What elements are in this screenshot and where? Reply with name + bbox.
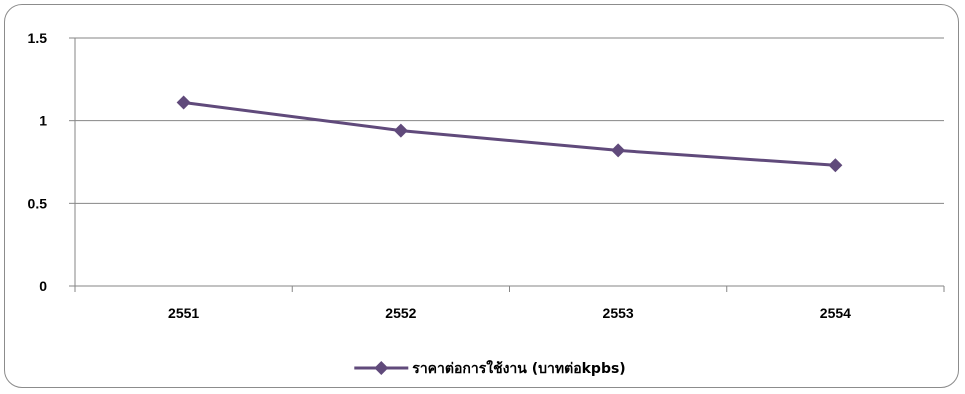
x-tick-label: 2551 xyxy=(168,305,199,321)
data-point-2552 xyxy=(393,123,408,138)
legend-label: ราคาต่อการใช้งาน (บาทต่อkpbs) xyxy=(412,359,625,377)
data-point-2551 xyxy=(176,95,191,110)
y-tick-label: 1.5 xyxy=(28,30,48,46)
data-point-2554 xyxy=(828,158,843,173)
x-tick-label: 2552 xyxy=(385,305,416,321)
x-tick-labels: 2551 2552 2553 2554 xyxy=(168,305,851,321)
legend: ราคาต่อการใช้งาน (บาทต่อkpbs) xyxy=(354,359,626,377)
y-tick-label: 0.5 xyxy=(28,195,48,211)
y-tick-label: 1 xyxy=(39,113,47,129)
x-tick-label: 2554 xyxy=(820,305,851,321)
y-tick-labels: 0 0.5 1 1.5 xyxy=(28,30,48,294)
data-point-2553 xyxy=(611,143,626,158)
x-tick-label: 2553 xyxy=(603,305,634,321)
series-line-0 xyxy=(182,100,837,167)
y-tick-label: 0 xyxy=(39,278,47,294)
legend-diamond-marker xyxy=(374,361,389,375)
axes xyxy=(74,38,944,287)
chart-frame xyxy=(4,4,959,388)
series xyxy=(176,95,843,173)
